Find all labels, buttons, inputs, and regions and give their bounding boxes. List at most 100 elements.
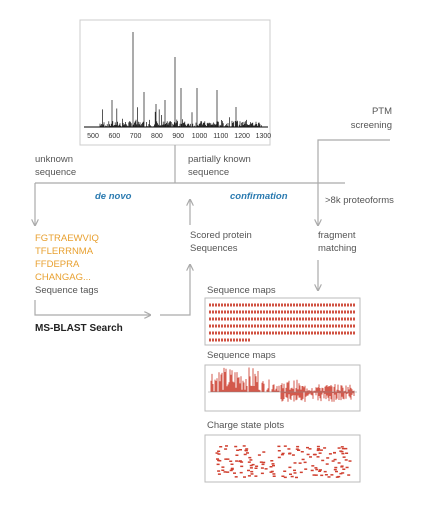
charge-dot bbox=[240, 465, 244, 468]
charge-dot bbox=[281, 475, 285, 477]
search-label: MS-BLAST Search bbox=[35, 323, 123, 334]
charge-dot bbox=[327, 476, 331, 478]
charge-dot bbox=[229, 469, 233, 472]
scored-label: Scored protein bbox=[190, 230, 252, 241]
fragment-label: fragment bbox=[318, 230, 356, 241]
charge-dot bbox=[240, 461, 244, 463]
charge-dot bbox=[247, 461, 251, 463]
axis-label: 600 bbox=[108, 133, 120, 140]
charge-dot bbox=[314, 474, 318, 476]
charge-dot bbox=[289, 473, 292, 475]
charge-dot bbox=[281, 452, 285, 455]
branch-label: screening bbox=[351, 120, 392, 131]
charge-dot bbox=[316, 449, 320, 452]
panel-frame bbox=[204, 434, 361, 483]
charge-dot bbox=[321, 459, 325, 462]
charge-dot bbox=[223, 471, 227, 473]
charge-dot bbox=[345, 466, 349, 469]
charge-dot bbox=[316, 448, 320, 450]
charge-dot bbox=[293, 462, 297, 464]
charge-dot bbox=[283, 476, 287, 479]
charge-dot bbox=[306, 446, 309, 449]
sequence-tag: CHANGAG... bbox=[35, 272, 91, 283]
charge-dot bbox=[342, 468, 346, 470]
charge-dot bbox=[261, 463, 265, 466]
charge-dot bbox=[264, 468, 268, 470]
charge-dot bbox=[311, 465, 315, 467]
axis-label: 1300 bbox=[256, 133, 272, 140]
charge-dot bbox=[333, 468, 337, 471]
charge-dot bbox=[271, 463, 275, 465]
charge-dot bbox=[290, 475, 294, 478]
charge-dot bbox=[323, 447, 327, 449]
charge-dot bbox=[260, 467, 264, 469]
charge-dot bbox=[323, 470, 327, 473]
charge-dot bbox=[348, 460, 352, 462]
charge-dot bbox=[259, 461, 263, 463]
charge-dot bbox=[306, 453, 310, 456]
charge-dot bbox=[249, 464, 253, 467]
charge-dot bbox=[217, 470, 221, 472]
charge-dot bbox=[226, 458, 230, 460]
charge-dot bbox=[341, 452, 345, 455]
charge-plot bbox=[215, 445, 352, 479]
charge-dot bbox=[239, 471, 243, 474]
charge-dot bbox=[269, 466, 273, 468]
spectrum-axis-labels: 500 600 700 800 900 1000 1100 1200 1300 bbox=[87, 133, 271, 140]
charge-dot bbox=[247, 475, 251, 477]
charge-dot bbox=[341, 447, 345, 450]
coverage-plot bbox=[208, 367, 357, 402]
axis-label: 800 bbox=[151, 133, 163, 140]
charge-dot bbox=[235, 454, 239, 456]
charge-dot bbox=[308, 448, 312, 450]
charge-dot bbox=[340, 466, 344, 468]
spectrum-peaks bbox=[99, 32, 262, 127]
coverage-bars bbox=[210, 367, 355, 402]
sequence-map bbox=[209, 303, 356, 342]
charge-dot bbox=[283, 470, 287, 472]
panel-title: Sequence maps bbox=[207, 285, 276, 296]
charge-dot bbox=[330, 474, 334, 476]
charge-dot bbox=[251, 463, 255, 466]
charge-dot bbox=[246, 452, 249, 454]
charge-dot bbox=[230, 467, 234, 470]
axis-label: 1000 bbox=[192, 133, 208, 140]
scored-label: Sequences bbox=[190, 243, 238, 254]
charge-dot bbox=[315, 468, 319, 471]
charge-dot bbox=[250, 470, 254, 473]
charge-dot bbox=[298, 462, 302, 464]
axis-label: 500 bbox=[87, 133, 99, 140]
charge-dot bbox=[238, 460, 242, 462]
method-label: de novo bbox=[95, 191, 132, 202]
sequence-tag: TFLERRNMA bbox=[35, 246, 94, 257]
axis-label: 1100 bbox=[213, 133, 228, 140]
charge-dot bbox=[254, 475, 258, 477]
charge-dot bbox=[347, 474, 351, 476]
charge-dot bbox=[221, 469, 225, 471]
charge-dot bbox=[344, 459, 348, 461]
charge-dot bbox=[219, 446, 223, 448]
charge-dot bbox=[224, 458, 228, 460]
charge-dot bbox=[217, 473, 221, 475]
panel-title: Charge state plots bbox=[207, 420, 284, 431]
charge-dot bbox=[247, 469, 250, 472]
charge-dot bbox=[291, 454, 295, 456]
charge-dot bbox=[341, 472, 345, 474]
charge-dot bbox=[337, 462, 341, 464]
axis-label: 700 bbox=[130, 133, 142, 140]
charge-dot bbox=[301, 458, 305, 461]
branch-label: sequence bbox=[35, 167, 76, 178]
charge-dot bbox=[277, 456, 281, 459]
charge-dot bbox=[277, 450, 281, 452]
charge-dot bbox=[244, 449, 248, 452]
charge-dot bbox=[255, 465, 259, 467]
panel-title: Sequence maps bbox=[207, 350, 276, 361]
charge-dot bbox=[215, 452, 219, 454]
charge-dot bbox=[216, 463, 220, 466]
charge-dot bbox=[243, 453, 247, 456]
charge-dot bbox=[225, 445, 228, 447]
charge-dot bbox=[234, 476, 238, 478]
charge-dot bbox=[335, 470, 338, 473]
charge-dot bbox=[272, 473, 276, 475]
charge-dot bbox=[272, 464, 275, 467]
